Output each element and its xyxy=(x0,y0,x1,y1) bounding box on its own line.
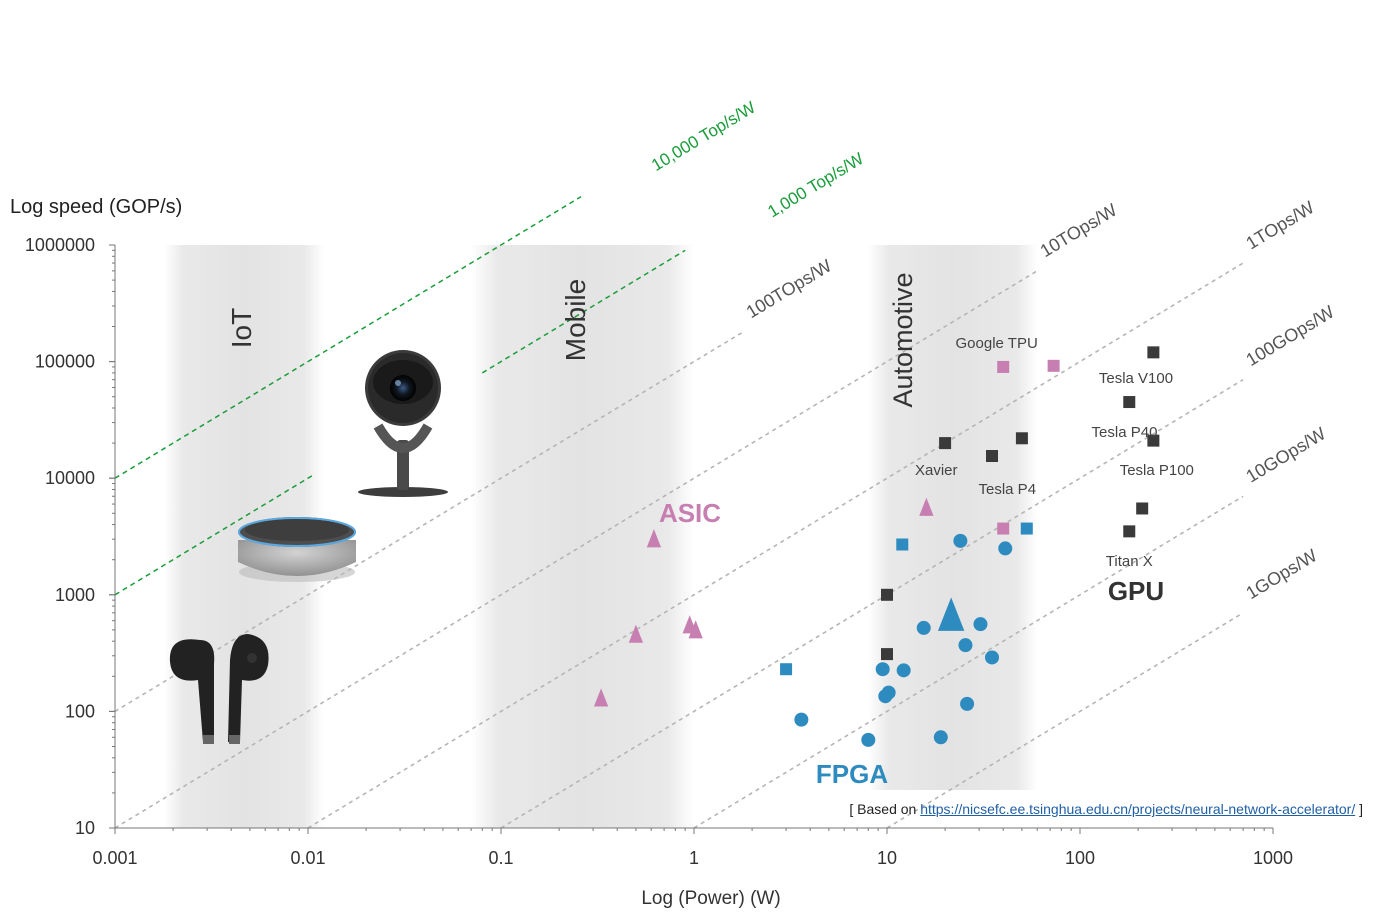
gpu-square-point xyxy=(939,437,952,450)
green-efficiency-label: 10,000 Top/s/W xyxy=(648,98,759,175)
region-label-iot: IoT xyxy=(226,308,257,348)
efficiency-line xyxy=(114,331,744,713)
fpga-circle-point xyxy=(953,533,968,548)
gpu-square-point xyxy=(1123,525,1136,538)
x-tick-label: 1000 xyxy=(1253,848,1293,868)
device-annotation: Xavier xyxy=(915,462,958,479)
efficiency-label: 1GOps/W xyxy=(1243,545,1321,603)
fpga-circle-point xyxy=(933,730,948,745)
source-prefix: [ Based on xyxy=(849,801,921,817)
efficiency-line xyxy=(693,495,1244,829)
efficiency-line xyxy=(886,612,1244,829)
asic-square-point xyxy=(1047,359,1060,372)
gpu-series-label: GPU xyxy=(1108,576,1164,606)
asic-square-point xyxy=(997,522,1010,535)
x-tick-label: 10 xyxy=(877,848,897,868)
asic-square-point xyxy=(997,360,1010,373)
y-tick-label: 1000 xyxy=(55,585,95,605)
device-annotation: Tesla P40 xyxy=(1092,424,1158,441)
x-axis-title: Log (Power) (W) xyxy=(641,888,781,909)
gpu-square-point xyxy=(881,648,893,661)
efficiency-label: 100TOps/W xyxy=(743,256,835,323)
fpga-circle-point xyxy=(998,541,1013,556)
efficiency-label: 100GOps/W xyxy=(1243,302,1338,370)
green-efficiency-line xyxy=(481,249,686,374)
gpu-square-point xyxy=(1147,346,1160,359)
source-note: [ Based on https://nicsefc.ee.tsinghua.e… xyxy=(849,801,1363,817)
fpga-circle-point xyxy=(916,620,931,635)
fpga-circle-point xyxy=(973,617,988,632)
y-tick-label: 10000 xyxy=(45,468,95,488)
region-label-mobile: Mobile xyxy=(560,279,591,361)
source-suffix: ] xyxy=(1355,801,1363,817)
green-efficiency-label: 1,000 Top/s/W xyxy=(764,149,867,221)
device-annotation: Google TPU xyxy=(956,335,1038,352)
asic-triangle-point xyxy=(919,497,934,516)
x-tick-label: 0.1 xyxy=(488,848,513,868)
gpu-square-point xyxy=(1147,434,1160,447)
fpga-square-point xyxy=(1020,522,1033,535)
x-tick-label: 100 xyxy=(1065,848,1095,868)
efficiency-line xyxy=(307,262,1244,829)
green-efficiency-line xyxy=(114,475,313,596)
fpga-circle-point xyxy=(960,696,975,711)
efficiency-label: 1TOps/W xyxy=(1243,197,1318,253)
fpga-series-label: FPGA xyxy=(816,759,888,789)
x-tick-label: 0.001 xyxy=(92,848,137,868)
wireless-earbuds-icon xyxy=(169,634,269,744)
asic-triangle-point xyxy=(646,529,662,548)
asic-series-label: ASIC xyxy=(659,498,721,528)
device-annotation: Tesla V100 xyxy=(1099,370,1173,387)
gpu-square-point xyxy=(881,588,893,601)
smart-camera-icon xyxy=(358,350,448,497)
x-tick-label: 0.01 xyxy=(290,848,325,868)
asic-triangle-point xyxy=(593,688,609,707)
fpga-square-point xyxy=(896,538,909,551)
gpu-square-point xyxy=(986,450,999,463)
smart-speaker-icon xyxy=(238,517,356,582)
fpga-square-point xyxy=(780,663,793,676)
y-tick-label: 100 xyxy=(65,701,95,721)
device-annotation: Tesla P100 xyxy=(1120,462,1194,479)
gpu-square-point xyxy=(1015,432,1028,445)
y-tick-label: 10 xyxy=(75,818,95,838)
region-band-automotive xyxy=(868,245,1038,790)
x-tick-label: 1 xyxy=(689,848,699,868)
source-link[interactable]: https://nicsefc.ee.tsinghua.edu.cn/proje… xyxy=(920,801,1356,817)
asic-triangle-point xyxy=(628,624,644,643)
fpga-circle-point xyxy=(875,662,890,677)
device-annotation: Titan X xyxy=(1106,553,1153,570)
y-tick-label: 100000 xyxy=(35,352,95,372)
fpga-circle-point xyxy=(861,732,876,747)
gpu-square-point xyxy=(1136,502,1149,515)
fpga-large-triangle-point xyxy=(937,597,965,631)
fpga-circle-point xyxy=(985,650,1000,665)
fpga-circle-point xyxy=(958,638,973,653)
fpga-circle-point xyxy=(896,663,911,678)
asic-triangle-point xyxy=(688,620,703,639)
device-annotation: Tesla P4 xyxy=(979,481,1037,498)
efficiency-label: 10TOps/W xyxy=(1037,200,1121,261)
y-axis-title: Log speed (GOP/s) xyxy=(10,196,183,218)
y-tick-label: 1000000 xyxy=(25,235,95,255)
efficiency-line xyxy=(114,270,1038,829)
gpu-square-point xyxy=(1123,396,1136,409)
axes xyxy=(109,244,1274,834)
region-band-mobile xyxy=(471,245,694,828)
efficiency-line xyxy=(500,378,1244,829)
efficiency-lines xyxy=(114,195,1244,829)
fpga-circle-point xyxy=(794,712,809,727)
efficiency-label: 10GOps/W xyxy=(1243,423,1330,486)
green-efficiency-line xyxy=(114,195,582,479)
region-label-automotive: Automotive xyxy=(888,272,918,407)
fpga-circle-point xyxy=(881,685,896,700)
region-bands xyxy=(164,245,1038,828)
data-marks xyxy=(593,346,1160,747)
